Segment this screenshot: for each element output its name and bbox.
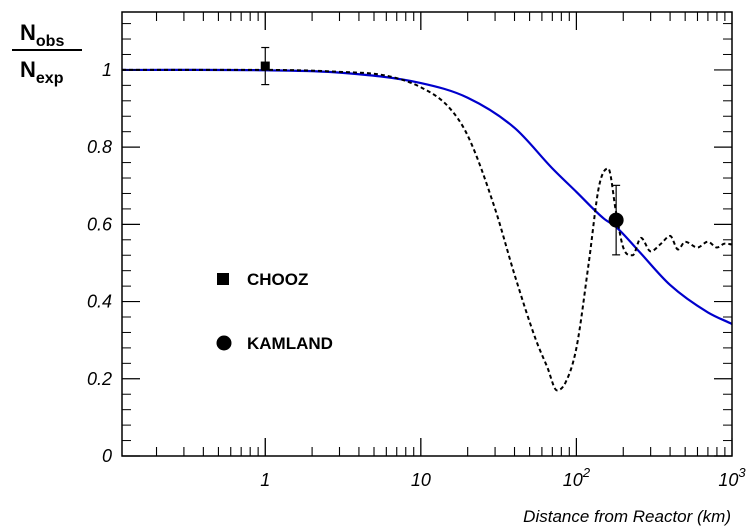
x-axis-title: Distance from Reactor (km) [523, 507, 731, 526]
y-label-bottom-main: N [20, 57, 36, 82]
chooz-data-point [260, 61, 270, 71]
legend-kamland-label: KAMLAND [247, 334, 333, 353]
y-axis-label: Nobs Nexp [12, 20, 82, 87]
legend-kamland-marker [216, 335, 232, 351]
x-tick-label-base: 10 [563, 470, 583, 490]
x-tick-label: 103 [718, 465, 746, 490]
y-tick-label: 0.6 [87, 214, 113, 234]
curves-layer [122, 68, 732, 392]
kamland-data-point [608, 212, 624, 228]
oscillation-curve-dashed [122, 68, 732, 392]
plot-frame [121, 11, 733, 457]
points-layer [260, 46, 624, 256]
x-tick-label: 10 [411, 470, 431, 490]
x-tick-label: 1 [260, 470, 270, 490]
x-tick-label-exponent: 3 [738, 465, 746, 480]
y-label-top-sub: obs [36, 33, 65, 50]
legend: CHOOZ KAMLAND [216, 270, 333, 353]
y-tick-label: 0 [102, 446, 112, 466]
svg-text:Nexp: Nexp [20, 57, 64, 87]
y-label-top-main: N [20, 20, 36, 45]
average-curve-solid [122, 68, 732, 325]
legend-chooz-marker [217, 273, 229, 285]
legend-chooz-label: CHOOZ [247, 270, 308, 289]
y-tick-label: 0.4 [87, 292, 112, 312]
svg-text:Nobs: Nobs [20, 20, 64, 50]
x-tick-label-exponent: 2 [582, 465, 591, 480]
y-tick-label: 1 [102, 60, 112, 80]
x-tick-label: 102 [563, 465, 591, 490]
axes-layer: 00.20.40.60.811 10 102 103 [87, 11, 746, 490]
x-tick-label-base: 10 [718, 470, 738, 490]
y-label-bottom-sub: exp [36, 70, 64, 87]
y-tick-label: 0.8 [87, 137, 112, 157]
y-tick-label: 0.2 [87, 369, 112, 389]
